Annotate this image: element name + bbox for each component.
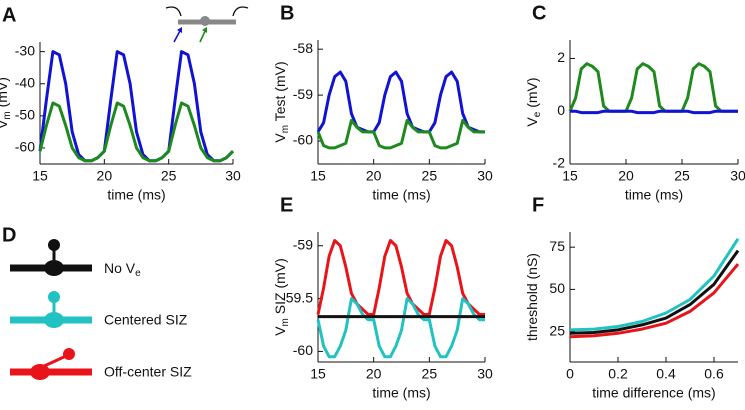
y-axis-label: Vm SIZ (mV)	[272, 258, 291, 336]
inset-schematic	[165, 6, 249, 43]
x-axis-label: time (ms)	[107, 187, 165, 203]
legend-item-cyan	[10, 291, 92, 328]
y-tick-label: 75	[549, 238, 565, 254]
x-tick-label: 20	[618, 168, 634, 184]
y-label-part: V	[272, 133, 288, 143]
y-label-part: (mV)	[524, 77, 540, 111]
y-label-part: (mV)	[0, 77, 10, 111]
soma	[44, 312, 64, 328]
series-line	[568, 62, 738, 113]
y-label-part: m	[280, 318, 291, 326]
inset-arrowhead	[177, 27, 182, 33]
y-tick-label: -59.5	[281, 289, 313, 305]
x-tick-label: 0	[566, 366, 574, 382]
y-tick-label: 50	[549, 280, 565, 296]
y-tick-label: -60	[15, 139, 35, 155]
x-tick-label: 20	[366, 168, 382, 184]
series-line	[38, 101, 235, 163]
y-label-part: V	[272, 326, 288, 336]
x-axis-label: time difference (ms)	[592, 385, 715, 401]
x-tick-label: 15	[310, 366, 326, 382]
x-tick-label: 25	[422, 366, 438, 382]
x-tick-label: 20	[97, 168, 113, 184]
y-tick-label: -59	[293, 236, 313, 252]
y-tick-label: -60	[293, 132, 313, 148]
y-tick-label: 0	[557, 102, 565, 118]
panel-letter: A	[2, 4, 16, 26]
y-tick-label: 25	[549, 322, 565, 338]
inset-arrow	[232, 6, 249, 17]
y-tick-label: -40	[15, 74, 35, 90]
x-tick-label: 0.4	[656, 366, 676, 382]
legend-subscript: e	[135, 268, 141, 279]
y-label-part: Test (mV)	[272, 61, 288, 125]
legend-item-red	[10, 348, 92, 380]
x-tick-label: 15	[310, 168, 326, 184]
y-label-part: m	[2, 111, 13, 119]
series-line	[316, 70, 485, 134]
legend-label: Centered SIZ	[104, 312, 188, 328]
inset-arrowhead	[202, 27, 207, 33]
series-line	[316, 239, 485, 316]
panel-letter: C	[532, 2, 546, 24]
soma	[30, 364, 50, 380]
dendrite	[63, 348, 75, 360]
panel-letter: F	[532, 194, 544, 216]
x-tick-label: 25	[161, 168, 177, 184]
x-tick-label: 30	[477, 366, 493, 382]
x-tick-label: 30	[225, 168, 241, 184]
x-tick-label: 30	[730, 168, 745, 184]
y-tick-label: 2	[557, 49, 565, 65]
y-label-part: V	[524, 117, 540, 127]
series-line	[569, 237, 740, 332]
y-label-part: threshold (nS)	[524, 253, 540, 341]
y-tick-label: -30	[15, 42, 35, 58]
y-axis-label: Vm Test (mV)	[272, 61, 291, 142]
series-line	[569, 249, 740, 335]
inset-soma	[200, 16, 210, 26]
panel-letter: D	[2, 224, 16, 246]
y-tick-label: -59	[293, 86, 313, 102]
y-tick-label: -2	[553, 155, 566, 171]
series-line	[570, 109, 738, 115]
panel-letter: E	[280, 194, 293, 216]
y-tick-label: -50	[15, 107, 35, 123]
legend-label: No Ve	[104, 260, 141, 279]
x-tick-label: 30	[477, 168, 493, 184]
x-axis-label: time (ms)	[372, 385, 430, 401]
y-axis-label: threshold (nS)	[524, 253, 540, 341]
panel-letter: B	[280, 2, 294, 24]
series-line	[316, 118, 485, 150]
x-tick-label: 20	[366, 366, 382, 382]
legend-item-black	[10, 239, 92, 276]
y-label-part: e	[532, 111, 543, 117]
series-line	[316, 297, 485, 359]
y-tick-label: -58	[293, 40, 313, 56]
y-axis-label: Vm (mV)	[0, 77, 13, 129]
inset-arrow	[165, 6, 182, 17]
stalk	[39, 354, 67, 370]
y-tick-label: -60	[293, 342, 313, 358]
y-label-part: V	[0, 119, 10, 129]
x-tick-label: 15	[562, 168, 578, 184]
dendrite	[48, 291, 60, 303]
x-axis-label: time (ms)	[625, 187, 683, 203]
x-tick-label: 25	[674, 168, 690, 184]
y-label-part: m	[280, 125, 291, 133]
series-line	[38, 50, 235, 163]
y-axis-label: Ve (mV)	[524, 77, 543, 126]
dendrite	[48, 239, 60, 251]
legend-text: No V	[104, 260, 136, 276]
soma	[44, 260, 64, 276]
y-label-part: SIZ (mV)	[272, 258, 288, 318]
legend-label: Off-center SIZ	[104, 364, 192, 380]
x-tick-label: 15	[32, 168, 48, 184]
x-tick-label: 0.2	[608, 366, 628, 382]
x-axis-label: time (ms)	[372, 187, 430, 203]
x-tick-label: 0.6	[704, 366, 724, 382]
series-line	[569, 263, 740, 339]
x-tick-label: 25	[422, 168, 438, 184]
